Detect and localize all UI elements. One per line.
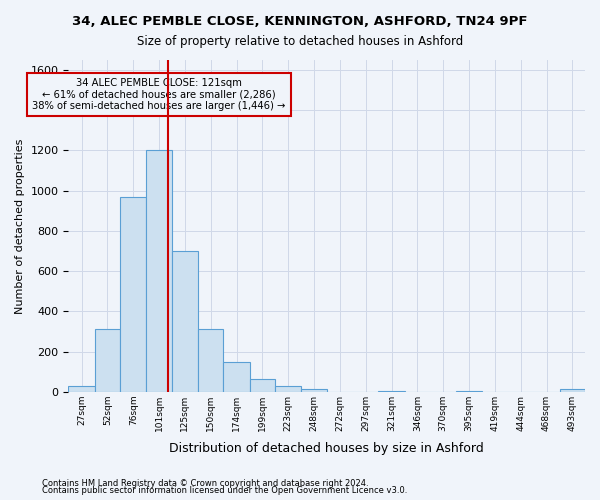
Bar: [146, 150, 172, 392]
Bar: [457, 390, 482, 392]
Bar: [172, 251, 198, 392]
Bar: [275, 386, 301, 392]
Text: Contains public sector information licensed under the Open Government Licence v3: Contains public sector information licen…: [42, 486, 407, 495]
Y-axis label: Number of detached properties: Number of detached properties: [15, 138, 25, 314]
Text: Size of property relative to detached houses in Ashford: Size of property relative to detached ho…: [137, 35, 463, 48]
Bar: [95, 330, 120, 392]
X-axis label: Distribution of detached houses by size in Ashford: Distribution of detached houses by size …: [169, 442, 484, 455]
Bar: [120, 196, 146, 392]
Text: 34 ALEC PEMBLE CLOSE: 121sqm
← 61% of detached houses are smaller (2,286)
38% of: 34 ALEC PEMBLE CLOSE: 121sqm ← 61% of de…: [32, 78, 286, 112]
Bar: [560, 388, 585, 392]
Bar: [250, 378, 275, 392]
Text: 34, ALEC PEMBLE CLOSE, KENNINGTON, ASHFORD, TN24 9PF: 34, ALEC PEMBLE CLOSE, KENNINGTON, ASHFO…: [72, 15, 528, 28]
Bar: [223, 362, 250, 392]
Bar: [68, 386, 95, 392]
Bar: [301, 388, 327, 392]
Text: Contains HM Land Registry data © Crown copyright and database right 2024.: Contains HM Land Registry data © Crown c…: [42, 478, 368, 488]
Bar: [198, 330, 223, 392]
Bar: [379, 390, 405, 392]
